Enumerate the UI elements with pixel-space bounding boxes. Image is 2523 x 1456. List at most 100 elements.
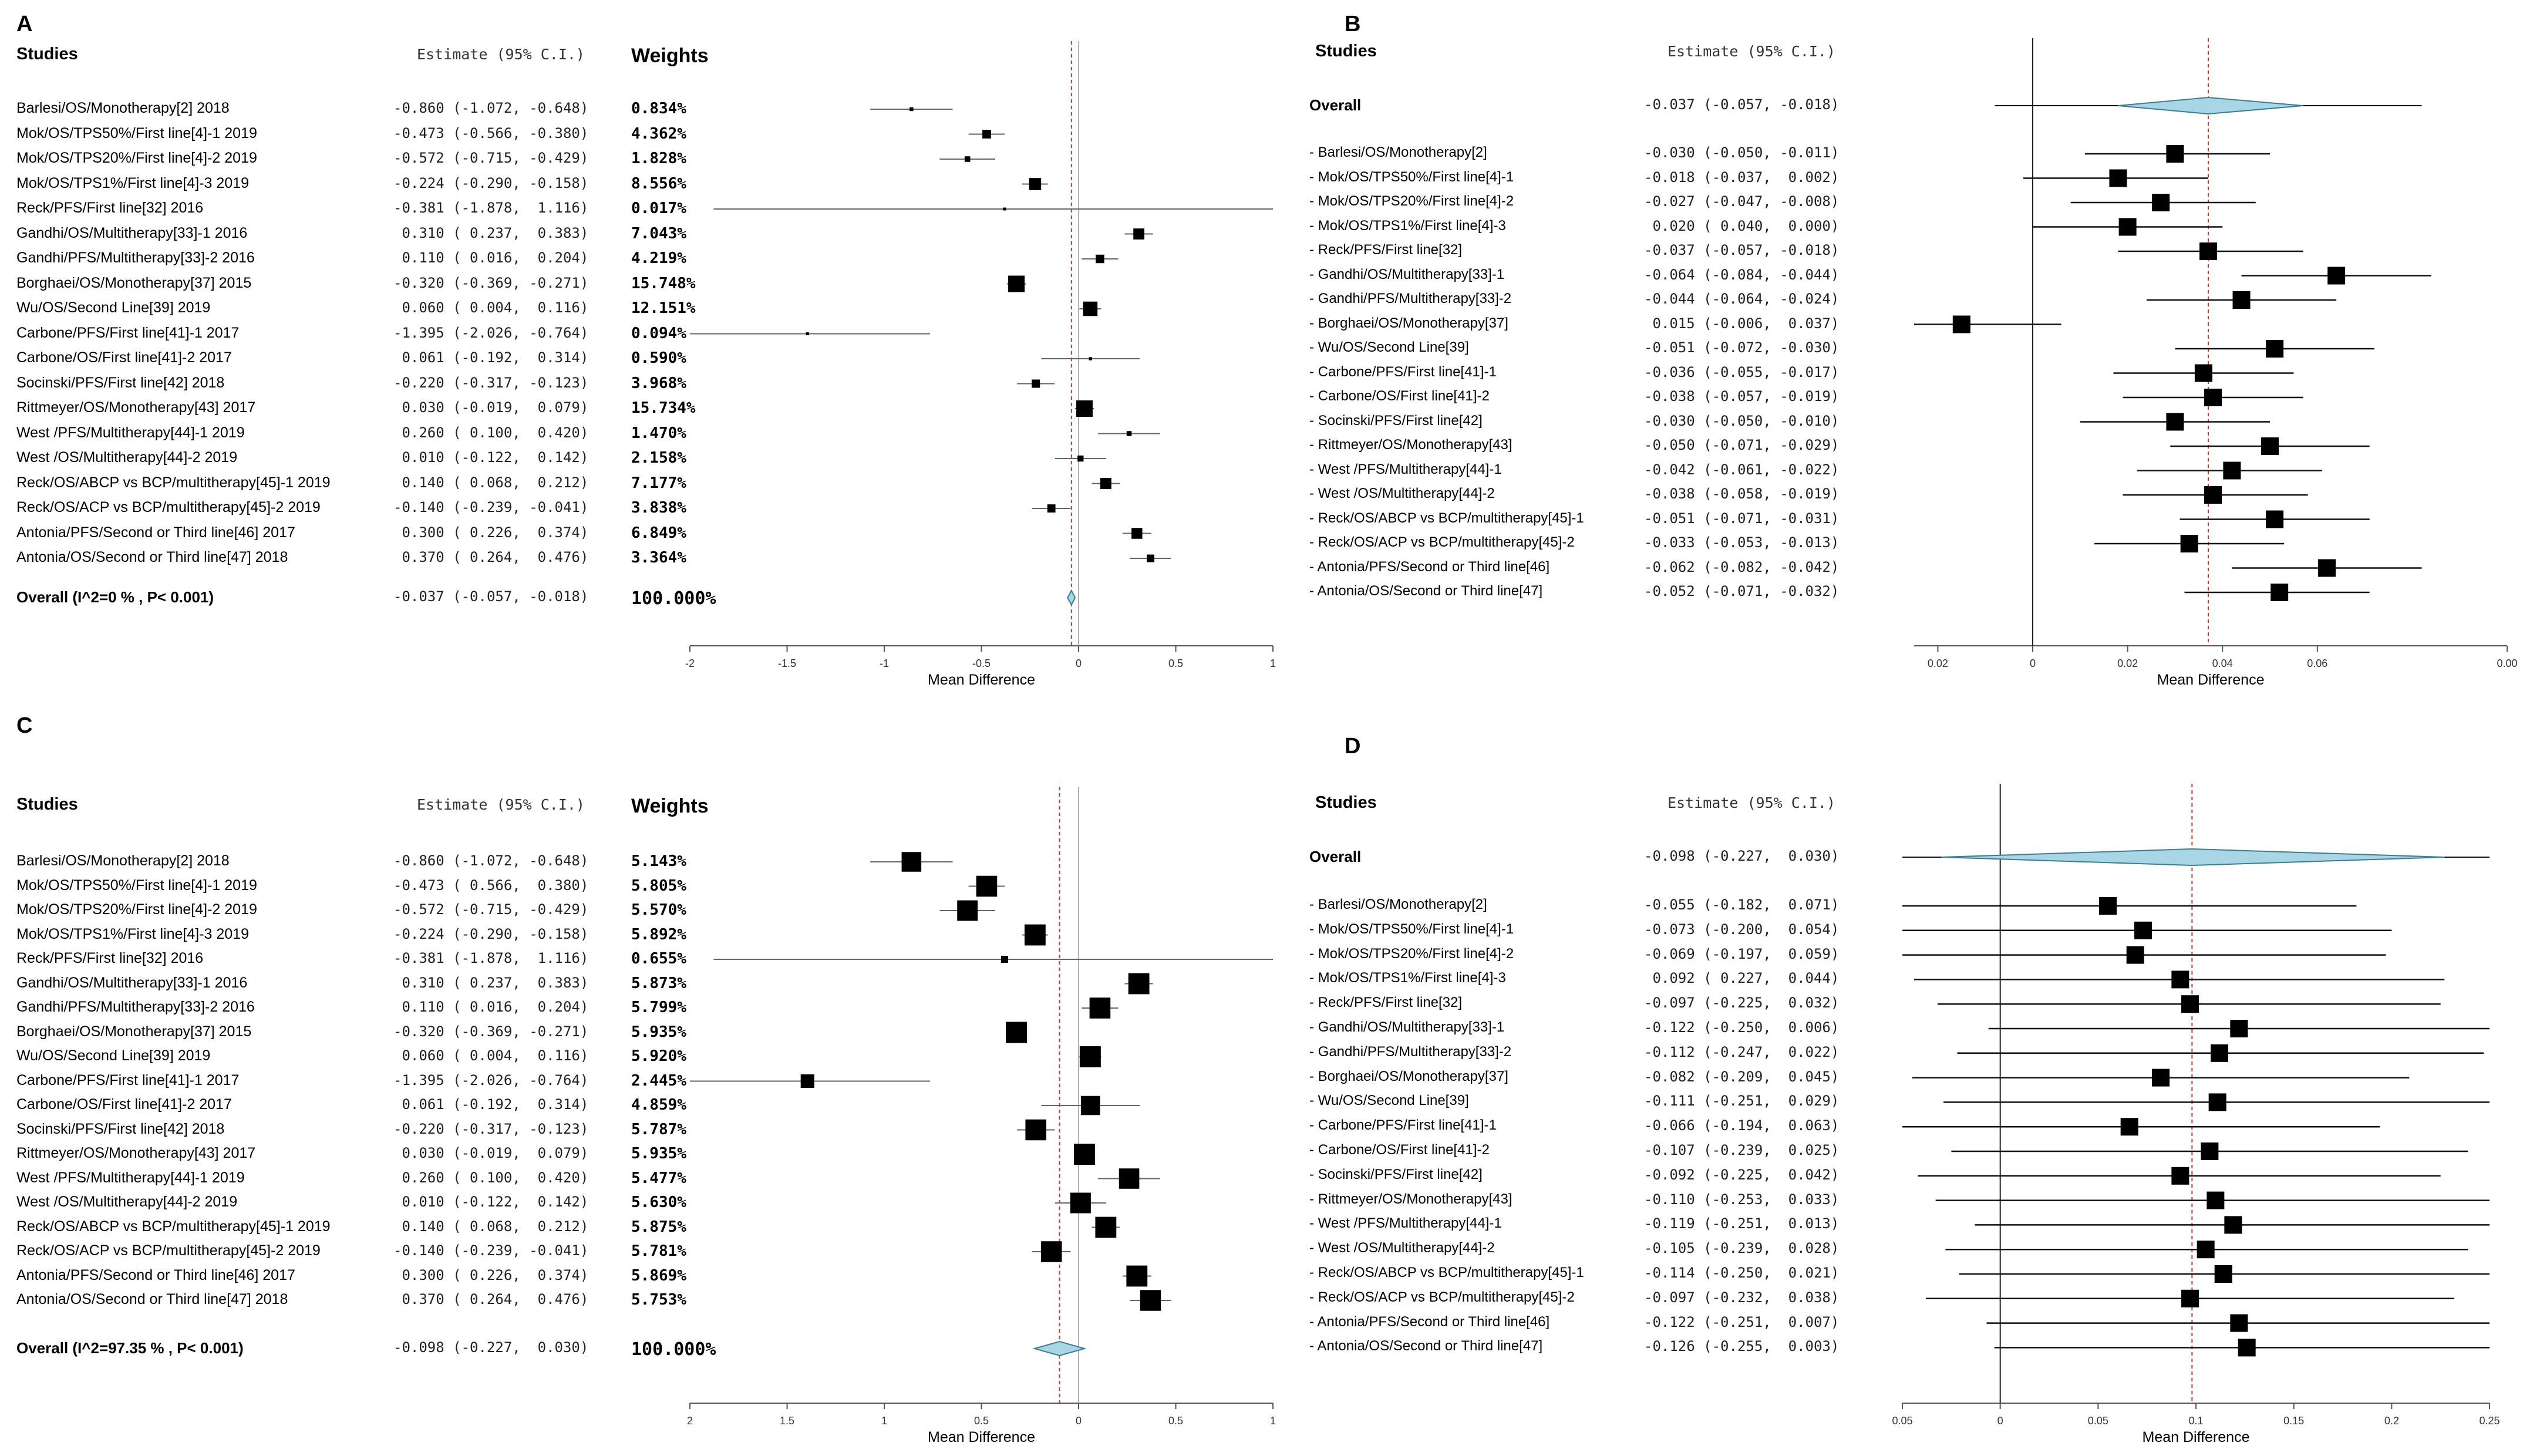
x-tick-label: 0: [1076, 1415, 1082, 1427]
effect-square: [1077, 455, 1084, 462]
panel-label: C: [16, 713, 33, 738]
study-name: - Reck/OS/ACP vs BCP/multitherapy[45]-2: [1309, 534, 1575, 550]
x-tick-label: 2: [687, 1415, 693, 1427]
study-name: - Gandhi/OS/Multitherapy[33]-1: [1309, 266, 1505, 282]
effect-square: [1133, 228, 1144, 240]
study-name: - Barlesi/OS/Monotherapy[2]: [1309, 144, 1487, 160]
study-name: Carbone/PFS/First line[41]-1 2017: [16, 324, 240, 341]
effect-square: [2261, 437, 2279, 455]
study-weight: 0.094%: [631, 324, 686, 342]
overall-weight: 100.000%: [631, 588, 716, 609]
effect-square: [1089, 997, 1111, 1019]
study-name: - Gandhi/OS/Multitherapy[33]-1: [1309, 1019, 1505, 1035]
study-estimate: -0.572 (-0.715, -0.429): [393, 901, 589, 918]
study-weight: 1.828%: [631, 150, 686, 167]
overall-label: Overall (I^2=97.35 % , P< 0.001): [16, 1339, 244, 1357]
study-name: - West /OS/Multitherapy[44]-2: [1309, 486, 1495, 501]
overall-estimate: -0.098 (-0.227, 0.030): [1644, 848, 1840, 864]
effect-square: [1001, 956, 1008, 963]
study-estimate: 0.300 ( 0.226, 0.374): [393, 524, 589, 541]
study-estimate: -0.051 (-0.072, -0.030): [1644, 339, 1840, 356]
study-estimate: -0.073 (-0.200, 0.054): [1644, 921, 1840, 938]
study-estimate: -0.042 (-0.061, -0.022): [1644, 461, 1840, 478]
study-weight: 15.734%: [631, 399, 696, 417]
study-name: Wu/OS/Second Line[39] 2019: [16, 299, 211, 316]
study-estimate: -1.395 (-2.026, -0.764): [393, 324, 589, 341]
study-name: - Rittmeyer/OS/Monotherapy[43]: [1309, 437, 1513, 453]
study-name: Barlesi/OS/Monotherapy[2] 2018: [16, 852, 230, 869]
study-estimate: -0.110 (-0.253, 0.033): [1644, 1191, 1840, 1208]
study-name: - Borghaei/OS/Monotherapy[37]: [1309, 315, 1508, 331]
study-estimate: -0.473 ( 0.566, 0.380): [393, 877, 589, 894]
study-name: Mok/OS/TPS20%/First line[4]-2 2019: [16, 901, 257, 918]
study-weight: 5.787%: [631, 1120, 686, 1138]
study-name: - Mok/OS/TPS20%/First line[4]-2: [1309, 945, 1514, 962]
study-estimate: 0.110 ( 0.016, 0.204): [393, 250, 589, 266]
study-estimate: 0.030 (-0.019, 0.079): [393, 399, 589, 416]
effect-square: [1080, 1096, 1100, 1115]
study-name: Mok/OS/TPS1%/First line[4]-3 2019: [16, 925, 249, 942]
study-estimate: -0.038 (-0.058, -0.019): [1644, 486, 1840, 502]
study-estimate: -0.033 (-0.053, -0.013): [1644, 534, 1840, 551]
study-name: - Reck/OS/ABCP vs BCP/multitherapy[45]-1: [1309, 510, 1584, 526]
study-estimate: 0.110 ( 0.016, 0.204): [393, 999, 589, 1015]
studies-header: Studies: [16, 45, 78, 63]
study-estimate: 0.061 (-0.192, 0.314): [393, 349, 589, 366]
study-name: - West /PFS/Multitherapy[44]-1: [1309, 461, 1502, 477]
study-estimate: -0.044 (-0.064, -0.024): [1644, 291, 1840, 307]
x-tick-label: -2: [685, 658, 695, 669]
study-weight: 0.655%: [631, 950, 686, 968]
effect-square: [2180, 535, 2198, 552]
overall-label: Overall: [1309, 848, 1362, 865]
study-estimate: 0.260 ( 0.100, 0.420): [393, 1169, 589, 1186]
study-estimate: -0.066 (-0.194, 0.063): [1644, 1117, 1840, 1134]
effect-square: [1047, 504, 1056, 513]
study-weight: 0.590%: [631, 349, 686, 367]
study-estimate: 0.092 ( 0.227, 0.044): [1644, 970, 1840, 987]
study-estimate: -0.126 (-0.255, 0.003): [1644, 1338, 1840, 1355]
study-estimate: -0.122 (-0.250, 0.006): [1644, 1019, 1840, 1036]
study-name: - Reck/PFS/First line[32]: [1309, 242, 1463, 258]
x-axis-label: Mean Difference: [928, 1429, 1035, 1445]
study-estimate: -0.473 (-0.566, -0.380): [393, 124, 589, 141]
study-weight: 5.143%: [631, 852, 686, 870]
effect-square: [1126, 431, 1132, 436]
effect-square: [1095, 1216, 1117, 1238]
overall-diamond: [1032, 1340, 1087, 1357]
effect-square: [1126, 1265, 1148, 1287]
study-estimate: -0.055 (-0.182, 0.071): [1644, 896, 1840, 913]
study-name: Antonia/PFS/Second or Third line[46] 201…: [16, 524, 295, 541]
overall-estimate: -0.098 (-0.227, 0.030): [393, 1339, 589, 1356]
study-name: Gandhi/PFS/Multitherapy[33]-2 2016: [16, 999, 255, 1015]
study-estimate: -0.069 (-0.197, 0.059): [1644, 945, 1840, 962]
x-tick-label: 0.04: [2212, 658, 2233, 669]
study-estimate: -0.320 (-0.369, -0.271): [393, 274, 589, 291]
studies-header: Studies: [1315, 793, 1377, 812]
study-name: Reck/PFS/First line[32] 2016: [16, 200, 204, 216]
study-estimate: -0.064 (-0.084, -0.044): [1644, 266, 1840, 283]
x-tick-label: 0.05: [1892, 1415, 1912, 1427]
x-tick-label: 0.05: [2088, 1415, 2108, 1427]
effect-square: [1089, 357, 1092, 360]
study-weight: 7.177%: [631, 474, 686, 492]
effect-square: [964, 156, 971, 162]
study-estimate: -0.037 (-0.057, -0.018): [1644, 242, 1840, 258]
study-name: - Gandhi/PFS/Multitherapy[33]-2: [1309, 1043, 1512, 1060]
study-estimate: -0.224 (-0.290, -0.158): [393, 174, 589, 191]
study-weight: 7.043%: [631, 224, 686, 242]
overall-diamond: [1066, 589, 1076, 606]
study-name: - Socinski/PFS/First line[42]: [1309, 1166, 1483, 1182]
study-estimate: 0.140 ( 0.068, 0.212): [393, 1218, 589, 1235]
study-weight: 5.869%: [631, 1266, 686, 1285]
study-name: Rittmeyer/OS/Monotherapy[43] 2017: [16, 1145, 256, 1161]
studies-header: Studies: [16, 795, 78, 814]
study-name: Socinski/PFS/First line[42] 2018: [16, 374, 225, 391]
overall-label: Overall (I^2=0 % , P< 0.001): [16, 588, 214, 606]
study-weight: 2.445%: [631, 1071, 686, 1090]
study-weight: 0.834%: [631, 100, 686, 117]
study-name: Gandhi/PFS/Multitherapy[33]-2 2016: [16, 250, 255, 266]
effect-square: [1008, 275, 1025, 292]
study-name: - Rittmeyer/OS/Monotherapy[43]: [1309, 1191, 1513, 1207]
effect-square: [2152, 1069, 2170, 1087]
effect-square: [2317, 559, 2336, 577]
